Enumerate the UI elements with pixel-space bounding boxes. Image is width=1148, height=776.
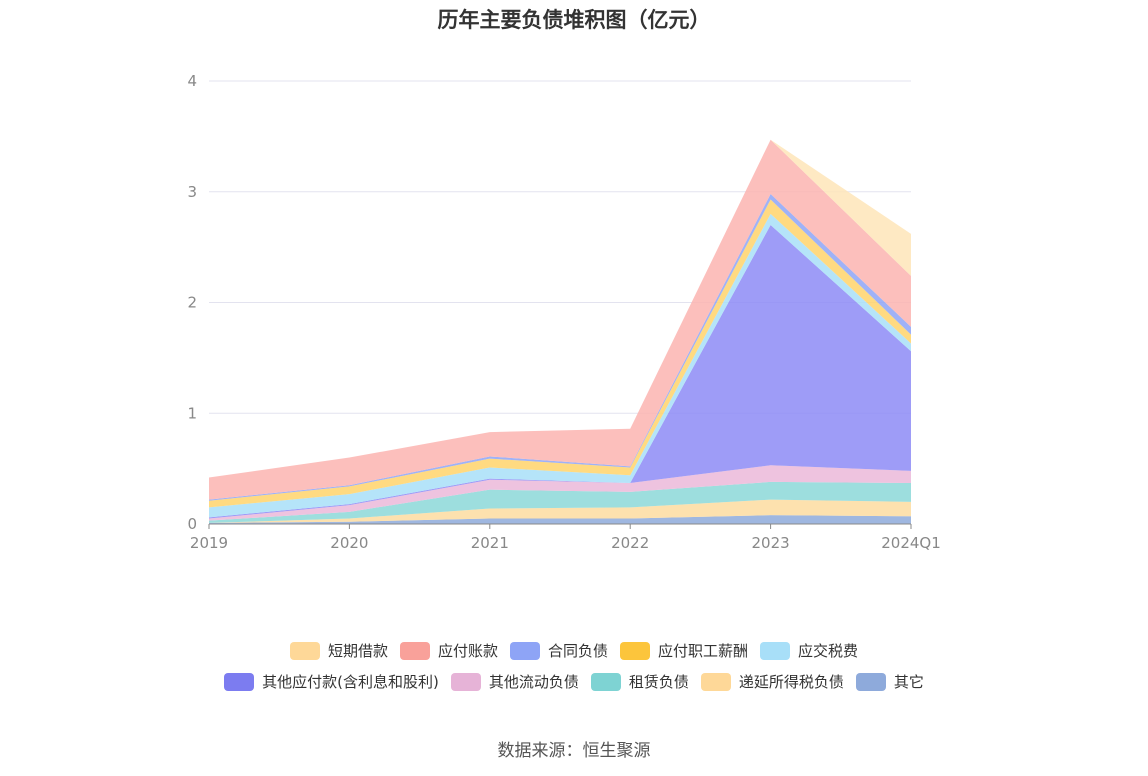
legend-label: 租赁负债 — [628, 673, 689, 691]
legend-label: 应付职工薪酬 — [658, 642, 749, 660]
legend-item[interactable]: 应交税费 — [760, 640, 858, 661]
area-租赁负债 — [209, 481, 911, 523]
legend-label: 递延所得税负债 — [738, 673, 844, 691]
y-tick-label: 1 — [187, 404, 197, 422]
legend-item[interactable]: 应付账款 — [399, 640, 498, 661]
data-source-note: 数据来源：恒生聚源 — [497, 741, 651, 761]
y-tick-label: 2 — [187, 294, 197, 312]
legend-item[interactable]: 其他应付款(含利息和股利) — [224, 671, 439, 692]
legend-label: 其它 — [893, 673, 924, 691]
legend-swatch — [620, 641, 650, 660]
legend-swatch — [590, 672, 621, 691]
legend-label: 合同负债 — [547, 642, 608, 660]
area-应付账款 — [209, 139, 911, 500]
stacked-area-chart: 0 1 2 3 4 2019 2020 2021 2022 2023 2024Q1 — [187, 72, 941, 552]
legend-label: 其他流动负债 — [488, 673, 579, 691]
legend-swatch — [855, 672, 886, 691]
area-递延所得税负债 — [209, 499, 911, 523]
legend-swatch — [399, 641, 430, 660]
legend-item[interactable]: 应付职工薪酬 — [620, 640, 748, 661]
legend-row-2: 其他应付款(含利息和股利) 其他流动负债 租赁负债 递延所得税负债 其它 — [0, 671, 1148, 692]
x-tick-label: 2022 — [611, 534, 649, 552]
y-tick-label: 0 — [187, 515, 197, 533]
legend-swatch — [224, 672, 255, 691]
x-tick-label: 2021 — [471, 534, 509, 552]
legend-item[interactable]: 合同负债 — [509, 640, 608, 661]
x-tick-label: 2023 — [752, 534, 790, 552]
y-tick-label: 3 — [187, 183, 197, 201]
x-tick-label: 2020 — [330, 534, 368, 552]
chart-legend: 短期借款 应付账款 合同负债 应付职工薪酬 应交税费 其他应付款(含利息和股利) 其他流动… — [0, 640, 1148, 702]
chart-title: 历年主要负债堆积图（亿元） — [437, 8, 711, 32]
y-tick-label: 4 — [187, 72, 197, 90]
legend-swatch — [289, 641, 320, 660]
legend-swatch — [760, 641, 791, 660]
area-其他流动负债 — [209, 465, 911, 521]
x-tick-label: 2019 — [190, 534, 228, 552]
legend-label: 其他应付款(含利息和股利) — [262, 673, 439, 691]
legend-item[interactable]: 递延所得税负债 — [700, 671, 844, 692]
legend-row-1: 短期借款 应付账款 合同负债 应付职工薪酬 应交税费 — [0, 640, 1148, 661]
legend-label: 应交税费 — [798, 642, 859, 660]
legend-item[interactable]: 短期借款 — [289, 640, 388, 661]
area-其它 — [209, 515, 911, 524]
legend-item[interactable]: 租赁负债 — [590, 671, 689, 692]
legend-item[interactable]: 其它 — [855, 671, 924, 692]
legend-swatch — [700, 672, 731, 691]
legend-swatch — [509, 641, 540, 660]
legend-swatch — [450, 672, 481, 691]
legend-item[interactable]: 其他流动负债 — [450, 671, 579, 692]
area-应付职工薪酬 — [209, 199, 911, 508]
legend-label: 短期借款 — [327, 642, 388, 660]
legend-label: 应付账款 — [437, 642, 498, 660]
area-其他应付款(含利息和股利) — [209, 224, 911, 519]
x-tick-label: 2024Q1 — [881, 534, 941, 552]
